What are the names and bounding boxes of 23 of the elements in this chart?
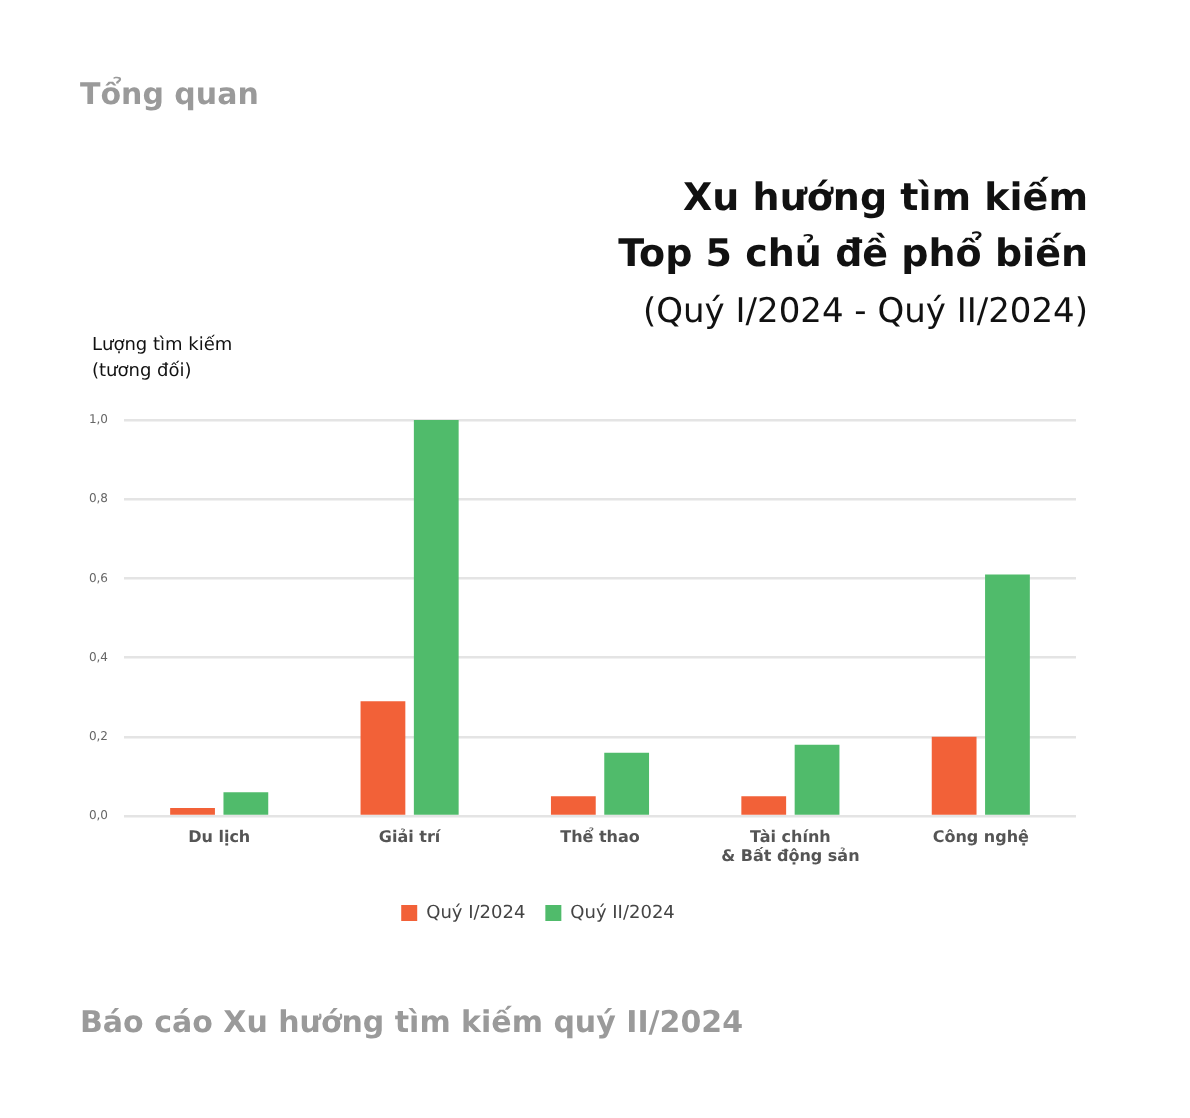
bar [413,420,459,815]
chart-subtitle: Top 5 chủ đề phổ biến [618,232,1088,276]
x-tick-label: Giải trí [378,827,443,846]
text: Báo cáo Xu hướng tìm kiếm quý II/2024 [80,1004,744,1040]
x-tick-label: Tài chính & Bất động sản [721,827,861,865]
bar [741,796,787,815]
legend-label: Quý II/2024 [570,901,676,924]
bar [360,701,406,815]
x-tick-label: Thể thao [560,825,641,846]
text: (Quý I/2024 - Quý II/2024) [643,292,1088,332]
bar [931,736,977,815]
chart-title: Xu hướng tìm kiếm [683,176,1088,220]
bar [985,574,1030,815]
bar [223,792,269,815]
bar [794,744,840,815]
y-axis-title: Lượng tìm kiếm (tương đối) [92,334,233,386]
bar [550,796,596,815]
bar [604,752,650,815]
x-tick-label: Du lịch [188,827,251,846]
legend-label: Quý I/2024 [426,901,526,924]
x-tick-label: Công nghệ [932,827,1031,846]
text: Tổng quan [80,76,259,112]
bar [170,808,215,815]
